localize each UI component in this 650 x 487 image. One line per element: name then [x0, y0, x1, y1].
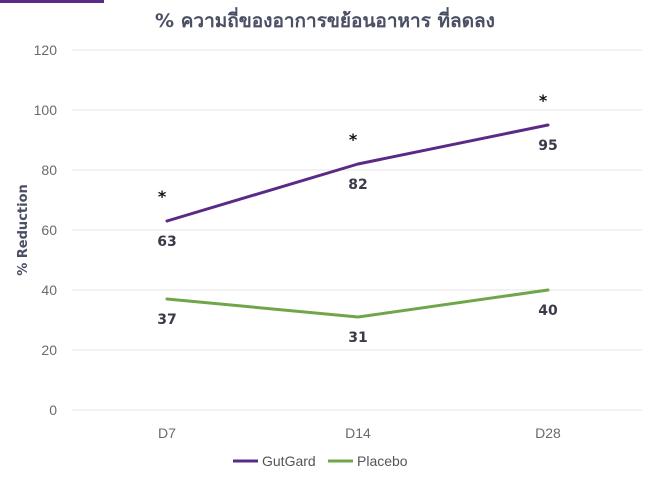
y-tick-label: 80 — [41, 162, 57, 178]
data-label: 95 — [538, 138, 557, 154]
data-point — [165, 297, 169, 301]
data-label: 37 — [157, 312, 176, 328]
y-tick-label: 0 — [49, 402, 57, 418]
significance-marker: * — [349, 130, 358, 149]
legend-label: GutGard — [262, 453, 316, 469]
data-point — [546, 123, 550, 127]
data-label: 31 — [348, 330, 367, 346]
significance-marker: * — [158, 187, 167, 206]
data-point — [165, 219, 169, 223]
chart-title: % ความถี่ของอาการขย้อนอาหาร ที่ลดลง — [155, 10, 495, 32]
series-line-gutgard — [166, 123, 549, 223]
legend: GutGard Placebo — [233, 453, 408, 469]
x-tick-label: D28 — [535, 425, 561, 441]
data-point — [356, 315, 360, 319]
legend-label: Placebo — [357, 453, 408, 469]
x-tick-label: D14 — [345, 425, 371, 441]
y-axis-label: % Reduction — [16, 184, 31, 276]
data-label: 40 — [538, 303, 558, 319]
data-labels: 63 * 82 * 95 * 37 31 40 — [157, 91, 558, 346]
data-point — [546, 288, 550, 292]
y-tick-label: 100 — [34, 102, 58, 118]
header-accent-bar — [0, 0, 104, 3]
data-label: 82 — [348, 177, 367, 193]
data-point — [356, 162, 360, 166]
series-line-placebo — [166, 288, 549, 319]
y-tick-label: 40 — [41, 282, 57, 298]
significance-marker: * — [539, 91, 548, 110]
y-tick-label: 60 — [41, 222, 57, 238]
x-tick-label: D7 — [158, 425, 176, 441]
grid-lines — [72, 49, 642, 411]
y-tick-label: 20 — [41, 342, 57, 358]
y-tick-label: 120 — [34, 42, 58, 58]
y-tick-labels: 0 20 40 60 80 100 120 — [34, 42, 58, 418]
data-label: 63 — [157, 234, 176, 250]
series-lines — [165, 123, 550, 319]
x-tick-labels: D7 D14 D28 — [158, 425, 561, 441]
